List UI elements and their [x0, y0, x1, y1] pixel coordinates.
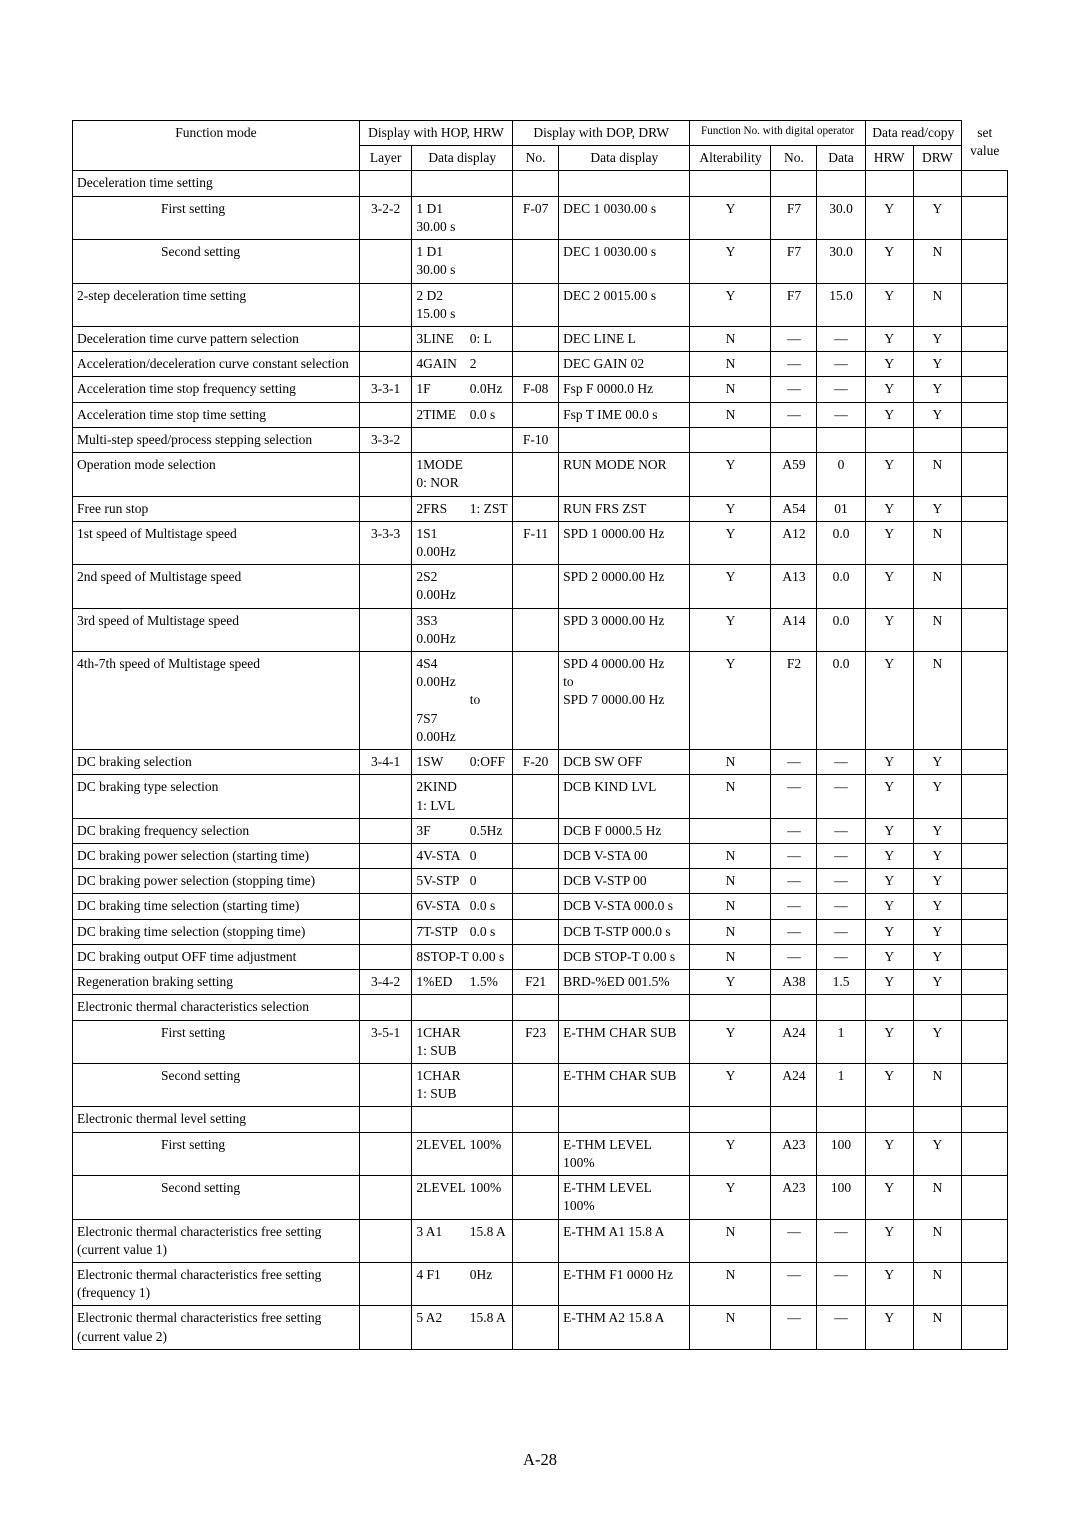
- fn-label: First setting: [161, 201, 225, 216]
- table-row: DC braking power selection (starting tim…: [73, 844, 1008, 869]
- table-row: Acceleration/deceleration curve constant…: [73, 352, 1008, 377]
- header-hrw: HRW: [865, 146, 913, 171]
- fn-label: Second setting: [161, 244, 240, 259]
- table-row: Second setting2LEVEL 100%E-THM LEVEL 100…: [73, 1176, 1008, 1219]
- fn-label: Second setting: [161, 1180, 240, 1195]
- fn-label: Electronic thermal characteristics free …: [77, 1267, 321, 1300]
- table-row: Operation mode selection1MODE 0: NORRUN …: [73, 453, 1008, 496]
- fn-label: Multi-step speed/process stepping select…: [77, 432, 312, 447]
- table-row: DC braking output OFF time adjustment8ST…: [73, 944, 1008, 969]
- fn-label: Deceleration time curve pattern selectio…: [77, 331, 299, 346]
- fn-label: Electronic thermal characteristics free …: [77, 1310, 321, 1343]
- header-dd2: Data display: [559, 146, 690, 171]
- fn-label: DC braking time selection (starting time…: [77, 898, 299, 913]
- fn-label: Operation mode selection: [77, 457, 216, 472]
- fn-label: DC braking output OFF time adjustment: [77, 949, 296, 964]
- fn-label: 2-step deceleration time setting: [77, 288, 246, 303]
- fn-label: DC braking power selection (stopping tim…: [77, 873, 315, 888]
- fn-label: DC braking power selection (starting tim…: [77, 848, 309, 863]
- table-row: First setting2LEVEL 100%E-THM LEVEL 100%…: [73, 1132, 1008, 1175]
- table-row: Electronic thermal characteristics free …: [73, 1306, 1008, 1349]
- table-row: Electronic thermal characteristics free …: [73, 1219, 1008, 1262]
- header-func-no: Function No. with digital operator: [690, 121, 865, 146]
- fn-label: Acceleration/deceleration curve constant…: [77, 356, 349, 371]
- table-row: 4th-7th speed of Multistage speed4S4 0.0…: [73, 652, 1008, 750]
- fn-label: Electronic thermal characteristics selec…: [77, 999, 309, 1014]
- fn-label: Acceleration time stop time setting: [77, 407, 266, 422]
- table-row: 2nd speed of Multistage speed2S2 0.00HzS…: [73, 565, 1008, 608]
- table-row: Second setting1 D1 30.00 sDEC 1 0030.00 …: [73, 240, 1008, 283]
- header-fno: No.: [771, 146, 817, 171]
- fn-label: 2nd speed of Multistage speed: [77, 569, 241, 584]
- table-row: 3rd speed of Multistage speed3S3 0.00HzS…: [73, 608, 1008, 651]
- page-number: A-28: [0, 1450, 1080, 1470]
- header-function-mode: Function mode: [73, 121, 360, 171]
- table-row: Acceleration time stop frequency setting…: [73, 377, 1008, 402]
- table-row: First setting3-5-11CHAR 1: SUBF23E-THM C…: [73, 1020, 1008, 1063]
- table-row: Electronic thermal characteristics free …: [73, 1262, 1008, 1305]
- table-row: Deceleration time curve pattern selectio…: [73, 326, 1008, 351]
- fn-label: DC braking type selection: [77, 779, 218, 794]
- fn-label: 1st speed of Multistage speed: [77, 526, 237, 541]
- fn-label: Regeneration braking setting: [77, 974, 233, 989]
- fn-label: DC braking selection: [77, 754, 192, 769]
- header-layer: Layer: [359, 146, 412, 171]
- table-row: Deceleration time setting: [73, 171, 1008, 196]
- table-row: Second setting1CHAR 1: SUBE-THM CHAR SUB…: [73, 1063, 1008, 1106]
- table-row: Free run stop2FRS 1: ZSTRUN FRS ZSTYA540…: [73, 496, 1008, 521]
- table-row: DC braking time selection (starting time…: [73, 894, 1008, 919]
- fn-label: 3rd speed of Multistage speed: [77, 613, 239, 628]
- header-no: No.: [513, 146, 559, 171]
- fn-label: Free run stop: [77, 501, 148, 516]
- table-row: DC braking type selection2KIND 1: LVLDCB…: [73, 775, 1008, 818]
- table-row: 1st speed of Multistage speed3-3-31S1 0.…: [73, 521, 1008, 564]
- header-drw: DRW: [913, 146, 961, 171]
- header-data: Data: [817, 146, 865, 171]
- table-row: Acceleration time stop time setting2TIME…: [73, 402, 1008, 427]
- table-row: 2-step deceleration time setting2 D2 15.…: [73, 283, 1008, 326]
- table-row: First setting3-2-21 D1 30.00 sF-07DEC 1 …: [73, 196, 1008, 239]
- table-row: Regeneration braking setting3-4-21%ED 1.…: [73, 970, 1008, 995]
- fn-label: Deceleration time setting: [77, 175, 213, 190]
- header-alt: Alterability: [690, 146, 771, 171]
- fn-label: First setting: [161, 1137, 225, 1152]
- fn-label: DC braking time selection (stopping time…: [77, 924, 305, 939]
- fn-label: First setting: [161, 1025, 225, 1040]
- table-row: DC braking power selection (stopping tim…: [73, 869, 1008, 894]
- fn-label: 4th-7th speed of Multistage speed: [77, 656, 260, 671]
- header-dop-drw: Display with DOP, DRW: [513, 121, 690, 146]
- header-set-value: set value: [961, 121, 1007, 171]
- header-dd1: Data display: [412, 146, 513, 171]
- table-row: DC braking time selection (stopping time…: [73, 919, 1008, 944]
- table-row: DC braking frequency selection3F 0.5HzDC…: [73, 818, 1008, 843]
- header-hop-hrw: Display with HOP, HRW: [359, 121, 512, 146]
- fn-label: Second setting: [161, 1068, 240, 1083]
- table-row: Electronic thermal level setting: [73, 1107, 1008, 1132]
- table-row: Electronic thermal characteristics selec…: [73, 995, 1008, 1020]
- parameter-table: Function mode Display with HOP, HRW Disp…: [72, 120, 1008, 1350]
- fn-label: DC braking frequency selection: [77, 823, 249, 838]
- table-row: Multi-step speed/process stepping select…: [73, 427, 1008, 452]
- fn-label: Acceleration time stop frequency setting: [77, 381, 296, 396]
- fn-label: Electronic thermal characteristics free …: [77, 1224, 321, 1257]
- fn-label: Electronic thermal level setting: [77, 1111, 246, 1126]
- table-row: DC braking selection3-4-11SW 0:OFFF-20DC…: [73, 750, 1008, 775]
- header-data-rc: Data read/copy: [865, 121, 961, 146]
